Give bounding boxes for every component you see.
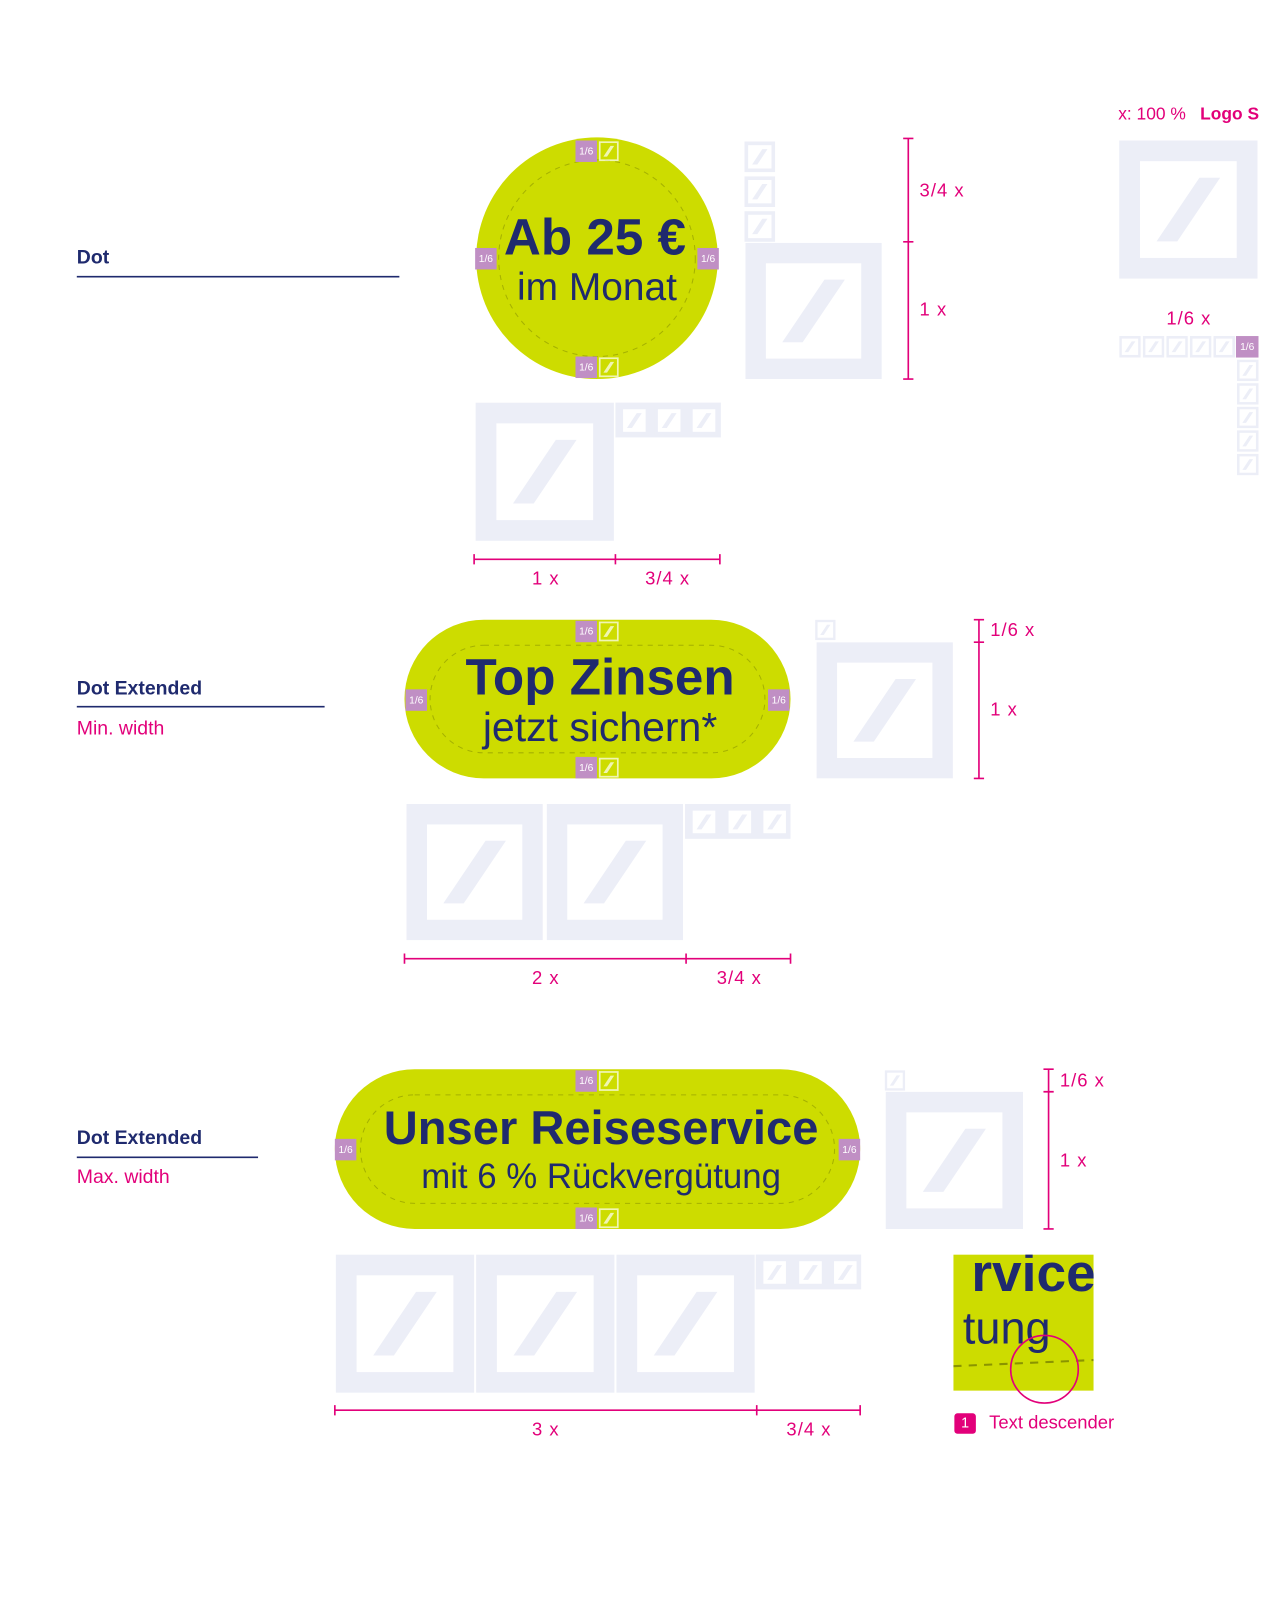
dimension-label: 1/6 x: [1060, 1069, 1105, 1090]
dimension-label: 3/4 x: [920, 180, 965, 201]
dimension-label: 3/4 x: [786, 1419, 831, 1440]
spacing-tag: [1235, 336, 1259, 358]
spacing-tag-label: 1/6: [479, 254, 494, 265]
badge-headline: Ab 25 €: [504, 208, 686, 265]
logo-row: [475, 402, 721, 541]
spacing-tag-label: 1/6: [842, 1145, 857, 1156]
logo-stack: [744, 141, 882, 380]
logo-row: [406, 804, 791, 941]
zoom-text: rvice: [971, 1244, 1095, 1303]
dimension-label: 2 x: [532, 967, 560, 988]
dimension-label: 1 x: [532, 568, 560, 589]
dimension-label: 1 x: [920, 298, 948, 319]
spacing-tag: [575, 756, 597, 779]
section-subtitle: Max. width: [77, 1166, 170, 1188]
section-title: Dot: [77, 246, 110, 268]
spacing-tag-label: 1/6: [579, 362, 594, 373]
callout-label: Text descender: [989, 1411, 1114, 1432]
logo: [816, 642, 953, 779]
logo: [1119, 140, 1258, 279]
scale-label: x: 100 %: [1118, 103, 1186, 123]
safe-area: [359, 1094, 836, 1204]
dimension-label: 3/4 x: [717, 967, 762, 988]
spacing-tag: [838, 1138, 861, 1161]
section-title: Dot Extended: [77, 1127, 202, 1149]
spacing-tag-label: 1/6: [409, 695, 424, 706]
spacing-tag: [575, 1207, 597, 1229]
spacing-tag: [575, 620, 597, 643]
section-subtitle: Min. width: [77, 717, 165, 739]
spacing-tag-label: 1/6: [579, 1076, 594, 1087]
spacing-tag-label: 1/6: [579, 627, 594, 638]
spacing-tag: [575, 1070, 597, 1092]
spacing-tag-label: 1/6: [579, 763, 594, 774]
dimension-line: [403, 953, 792, 964]
dimension-line: [973, 618, 985, 780]
logo-row: [335, 1254, 862, 1393]
dot-badge: [476, 137, 718, 380]
spacing-tag: [697, 247, 719, 270]
spacing-tag: [405, 689, 428, 711]
spacing-tag-label: 1/6: [338, 1145, 353, 1156]
dimension-label: 3/4 x: [645, 568, 690, 589]
dimension-label: 3 x: [532, 1419, 560, 1440]
zoom-detail: rvice tung: [953, 1244, 1095, 1391]
dimension-line: [1043, 1068, 1054, 1230]
badge-headline: Unser Reiseservice: [384, 1101, 819, 1154]
spacing-tag-label: 1/6: [772, 695, 787, 706]
badge-subline: jetzt sichern*: [482, 704, 718, 750]
zoom-text: tung: [963, 1302, 1051, 1353]
spacing-tag: [334, 1138, 357, 1161]
logo-size-label: Logo S: [1200, 103, 1259, 123]
spacing-tags: 1/6 1/6 1/6 1/6 1/6 1/6 1/6 1/6 1/6 1/6 1/6 1/6: [334, 140, 861, 1229]
highlight-circle: [1009, 1334, 1080, 1404]
mini-logo: [815, 619, 836, 641]
badge-subline: im Monat: [517, 266, 677, 309]
spacing-tag: [475, 247, 497, 270]
spacing-tag-label: 1/6: [579, 146, 594, 157]
dimension-line: [903, 137, 914, 380]
badge-subline: mit 6 % Rückvergütung: [421, 1157, 781, 1196]
spacing-tag: [768, 689, 790, 711]
spacing-tag-label: 1/6: [701, 254, 716, 265]
spacing-tag: [575, 356, 597, 379]
dimension-line: [334, 1405, 861, 1416]
mini-logo: [884, 1070, 906, 1091]
logo: [885, 1091, 1023, 1229]
dimension-label: 1/6 x: [1166, 308, 1211, 329]
callout-number: 1: [961, 1415, 969, 1431]
dimension-line: [473, 554, 721, 565]
spacing-tag-label: 1/6: [579, 1213, 594, 1224]
dimension-label: 1 x: [1060, 1149, 1088, 1170]
spacing-tag: [575, 140, 597, 162]
spacing-tag-label: 1/6: [1240, 342, 1255, 353]
dot-extended-badge: [334, 1069, 861, 1229]
callout-badge: [954, 1413, 976, 1434]
dot-extended-badge: [404, 619, 791, 779]
dimension-label: 1 x: [990, 699, 1018, 720]
badge-headline: Top Zinsen: [465, 649, 734, 706]
safe-area: [429, 644, 766, 754]
dimension-label: 1/6 x: [990, 619, 1035, 640]
section-title: Dot Extended: [77, 677, 202, 699]
